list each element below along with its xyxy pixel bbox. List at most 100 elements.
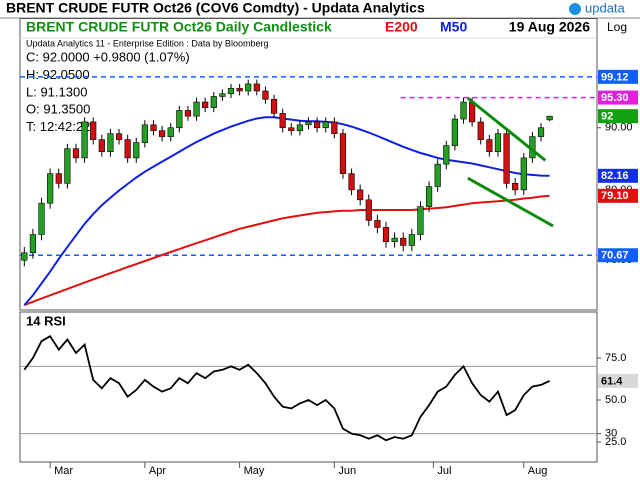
candle-body [38,202,45,235]
candle-body [314,121,321,129]
candle-body [434,163,441,187]
candle-body [193,101,200,117]
candle-body [477,121,484,140]
price-tag [598,90,638,105]
candle-body [494,133,502,153]
candle-body [400,237,407,246]
candle-body [503,133,510,184]
y-tick-label: 90.00 [605,122,633,134]
price-tag-label: 99.12 [601,71,629,83]
candle-body [64,148,71,184]
y-tick-label: 50.0 [605,394,626,406]
panel-title: 14 RSI [26,313,66,328]
date-label: 19 Aug 2026 [509,19,590,35]
logo: updata [585,0,626,15]
candle-body [296,124,303,131]
candle-body [537,127,545,137]
price-tag-label: 79.10 [601,190,629,202]
scale-label: Log [607,20,627,34]
candle-body [55,173,62,184]
logo-icon [569,3,581,15]
candle-body [245,83,252,92]
info-line: C: 92.0000 +0.9800 (1.07%) [26,50,190,65]
price-tag-label: 92 [601,111,613,123]
candle-body [90,121,97,140]
price-tag-label: 95.30 [601,92,629,104]
candle-body [133,142,140,159]
candle-body [357,189,364,201]
candle-body [451,118,459,146]
price-tag-label: 82.16 [601,170,629,182]
x-tick-label: Apr [149,465,166,477]
candle-body [305,121,312,126]
candle-body [270,98,278,114]
candle-body [365,199,372,221]
candle-body [227,87,235,95]
moving-average [23,116,550,306]
x-tick-label: Jun [338,465,356,477]
candle-body [460,101,467,120]
x-tick-label: Mar [54,465,73,477]
price-tag [598,373,638,388]
legend-label: M50 [440,19,467,35]
candle-body [150,124,157,131]
price-tag [598,69,638,84]
candle-body [339,133,347,174]
candle-body [279,113,286,129]
candle-body [520,157,527,191]
page-title: BRENT CRUDE FUTR Oct26 (COV6 Comdty) - U… [6,0,425,16]
price-tag [598,188,638,203]
candle-body [219,93,226,97]
legend-label: E200 [385,19,418,35]
moving-average [23,194,550,307]
candle-body [443,145,450,165]
price-tag-label: 61.4 [601,375,623,387]
info-line: L: 91.1300 [26,84,87,99]
candle-body [81,121,88,159]
candle-body [202,101,209,108]
price-tag [598,109,638,124]
x-tick-label: Jul [437,465,451,477]
candle-body [115,133,123,140]
price-tag [598,248,638,263]
candle-body [391,237,398,243]
rsi-line [23,334,550,442]
x-tick-label: Aug [528,465,548,477]
candle-body [331,121,338,134]
candle-body [184,110,192,117]
candle-body [408,234,415,246]
candle-body [141,124,148,143]
y-tick-label: 25.0 [605,436,626,448]
candle-body [98,139,105,153]
chart-title: BRENT CRUDE FUTR Oct26 Daily Candlestick [26,19,332,35]
candle-body [417,206,424,235]
candle-body [47,173,54,204]
candle-body [546,115,553,121]
candle-body [72,148,80,159]
x-tick-label: May [244,465,265,477]
candle-body [382,227,390,243]
price-frame [19,18,598,311]
candle-body [176,110,183,129]
trend-line [466,96,547,162]
price-tag-label: 70.67 [601,250,629,262]
candle-body [21,252,28,261]
candle-body [288,127,295,131]
trend-line [467,176,554,228]
candle-body [425,186,433,207]
y-tick-label: 75.0 [605,352,626,364]
candle-body [210,96,217,108]
candle-body [29,234,37,254]
candle-body [512,183,519,191]
info-line: H: 92.0500 [26,67,90,82]
candle-body [124,139,131,159]
price-tag [598,168,638,183]
candle-body [262,90,269,100]
candle-body [167,127,174,137]
y-tick-label: 30 [605,428,617,440]
candle-body [348,173,355,191]
candle-body [107,133,114,153]
candle-body [236,87,243,92]
info-line: T: 12:42:22 [26,119,90,134]
